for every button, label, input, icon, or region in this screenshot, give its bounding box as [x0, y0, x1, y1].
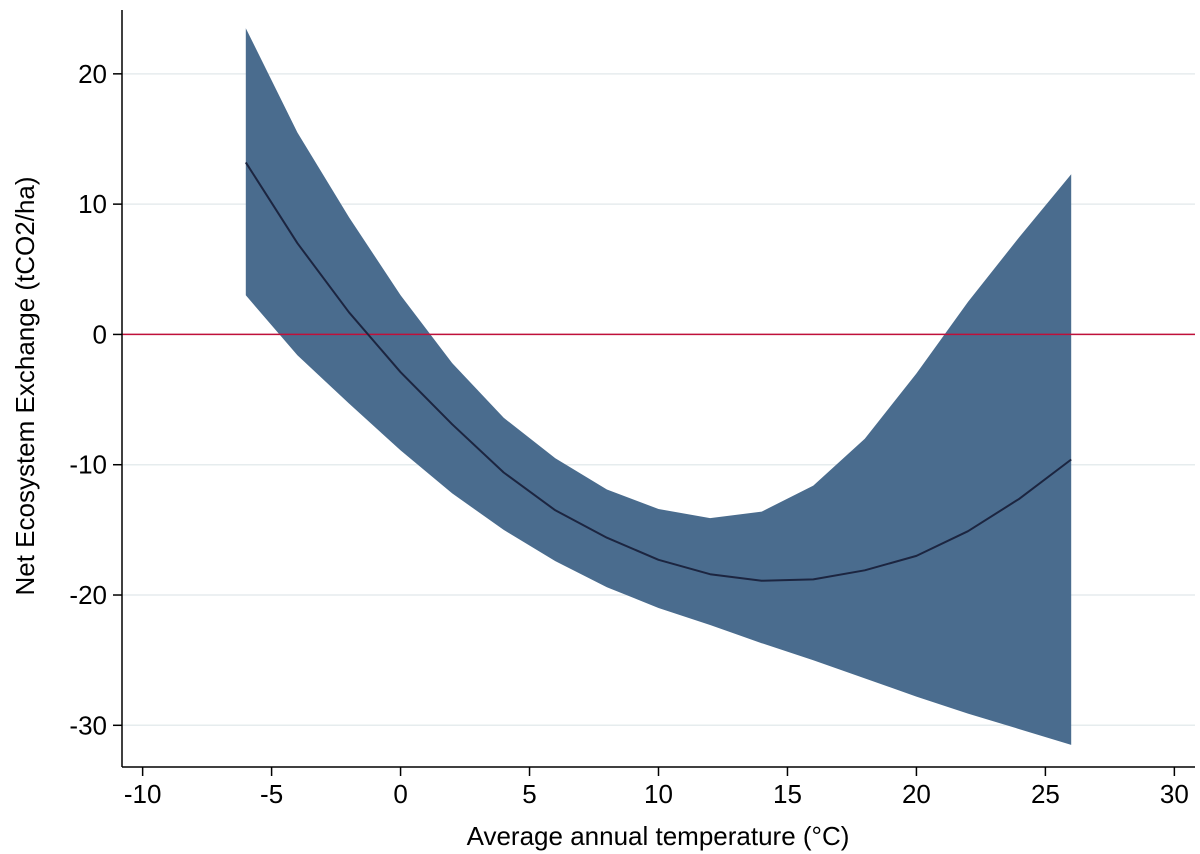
x-tick-label: 5 [522, 779, 536, 809]
x-tick-label: 25 [1031, 779, 1060, 809]
confidence-band [245, 28, 1072, 745]
x-tick-label: 20 [902, 779, 931, 809]
y-ticks: -30 -20 -10 0 10 20 [69, 59, 122, 740]
y-tick-label: 20 [78, 59, 107, 89]
x-tick-label: 0 [393, 779, 407, 809]
confidence-band-layer [245, 28, 1072, 745]
x-tick-label: 10 [644, 779, 673, 809]
y-tick-label: -20 [69, 580, 107, 610]
x-tick-label: 30 [1160, 779, 1189, 809]
x-tick-label: 15 [773, 779, 802, 809]
y-tick-label: -30 [69, 710, 107, 740]
x-axis-title: Average annual temperature (°C) [467, 821, 850, 851]
fit-line [244, 161, 1072, 582]
y-axis-title: Net Ecosystem Exchange (tCO2/ha) [10, 176, 40, 595]
x-ticks: -10 -5 0 5 10 15 20 25 30 [124, 767, 1189, 809]
y-tick-label: 0 [93, 319, 107, 349]
x-tick-label: -5 [260, 779, 283, 809]
y-tick-label: 10 [78, 189, 107, 219]
fit-line-layer [244, 161, 1072, 582]
x-tick-label: -10 [124, 779, 162, 809]
y-tick-label: -10 [69, 450, 107, 480]
